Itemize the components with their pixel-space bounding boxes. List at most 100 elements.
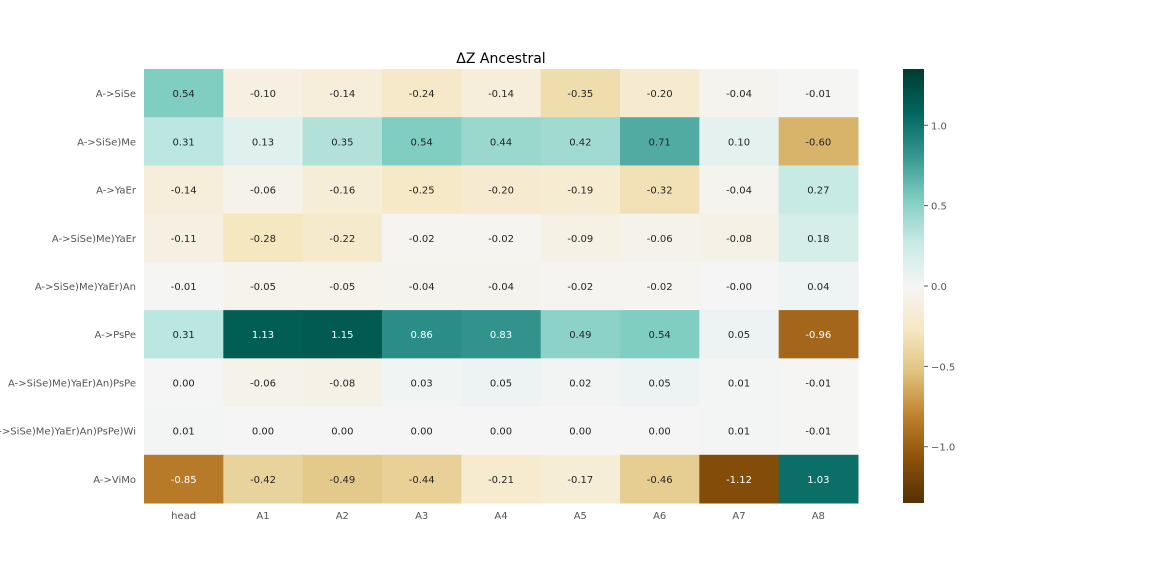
heatmap-cell: [540, 454, 621, 504]
cell-value-label: 0.86: [411, 330, 433, 341]
heatmap-cell: [699, 69, 780, 118]
cell-value-label: 0.05: [728, 330, 750, 341]
heatmap-cell: [144, 310, 224, 359]
heatmap-cell: [540, 213, 621, 263]
cell-value-label: 0.05: [490, 378, 512, 389]
colorbar-tick-label: −0.5: [931, 362, 955, 373]
heatmap-cell: [461, 358, 542, 408]
cell-value-label: 0.54: [411, 137, 433, 148]
heatmap-cell: [540, 406, 621, 456]
cell-value-label: 0.00: [173, 378, 195, 389]
cell-value-label: 0.04: [807, 282, 829, 293]
row-label: A->ViMo: [93, 475, 136, 486]
column-label: A4: [494, 511, 507, 522]
cell-value-label: 1.03: [807, 475, 829, 486]
heatmap-cell: [302, 358, 383, 408]
heatmap-cell: [302, 69, 383, 118]
cell-value-label: -0.11: [171, 234, 197, 245]
cell-value-label: 0.54: [173, 89, 195, 100]
cell-value-label: -0.02: [567, 282, 593, 293]
heatmap-cell: [461, 310, 542, 359]
cell-value-label: 0.00: [411, 427, 433, 438]
heatmap-cells: 0.54 -0.10 -0.14 -0.24 -0.14 -0.35 -0.20 -0.04 -…: [144, 69, 859, 504]
heatmap-cell: [144, 454, 224, 504]
cell-value-label: 0.42: [569, 137, 591, 148]
cell-value-label: -0.10: [250, 89, 276, 100]
heatmap-cell: [778, 117, 859, 166]
cell-value-label: -0.14: [488, 89, 514, 100]
cell-value-label: -0.08: [726, 234, 752, 245]
heatmap-cell: [620, 310, 700, 359]
heatmap-cell: [302, 310, 383, 359]
heatmap-cell: [461, 261, 542, 311]
heatmap-cell: [461, 454, 542, 504]
heatmap-cell: [144, 165, 224, 215]
heatmap-cell: [223, 213, 304, 263]
cell-value-label: 0.10: [728, 137, 750, 148]
heatmap-cell: [302, 165, 383, 215]
cell-value-label: -0.08: [329, 378, 355, 389]
colorbar-tick-label: 0.0: [931, 282, 947, 293]
cell-value-label: -0.35: [567, 89, 593, 100]
cell-value-label: 0.01: [728, 378, 750, 389]
heatmap-cell: [461, 213, 542, 263]
heatmap-cell: [699, 406, 780, 456]
heatmap-cell: [699, 213, 780, 263]
colorbar-ticks: 1.0 0.5 0.0 −0.5 −1.0: [924, 121, 955, 454]
cell-value-label: -0.85: [171, 475, 197, 486]
cell-value-label: 0.35: [331, 137, 353, 148]
heatmap-cell: [540, 69, 621, 118]
cell-value-label: -0.49: [329, 475, 355, 486]
column-label: A1: [256, 511, 269, 522]
heatmap-cell: [699, 117, 780, 166]
cell-value-label: 0.18: [807, 234, 829, 245]
heatmap-cell: [461, 165, 542, 215]
heatmap-cell: [302, 406, 383, 456]
cell-value-label: -0.04: [409, 282, 435, 293]
cell-value-label: -1.12: [726, 475, 752, 486]
colorbar-tick-label: −1.0: [931, 443, 955, 454]
cell-value-label: 0.54: [649, 330, 671, 341]
cell-value-label: -0.42: [250, 475, 276, 486]
heatmap-cell: [223, 261, 304, 311]
heatmap-cell: [223, 358, 304, 408]
heatmap-cell: [699, 261, 780, 311]
cell-value-label: -0.17: [567, 475, 593, 486]
heatmap-cell: [302, 454, 383, 504]
heatmap-cell: [302, 213, 383, 263]
heatmap-cell: [382, 310, 462, 359]
heatmap-cell: [778, 261, 859, 311]
cell-value-label: -0.01: [171, 282, 197, 293]
heatmap-cell: [778, 69, 859, 118]
cell-value-label: -0.05: [250, 282, 276, 293]
row-label: A->SiSe)Me)YaEr)An: [35, 282, 136, 293]
cell-value-label: 0.83: [490, 330, 512, 341]
cell-value-label: 0.71: [649, 137, 671, 148]
cell-value-label: -0.22: [329, 234, 355, 245]
cell-value-label: 0.00: [569, 427, 591, 438]
heatmap-cell: [382, 358, 462, 408]
heatmap-cell: [382, 117, 462, 166]
heatmap-cell: [223, 406, 304, 456]
cell-value-label: -0.02: [409, 234, 435, 245]
cell-value-label: -0.96: [805, 330, 831, 341]
heatmap-cell: [382, 213, 462, 263]
cell-value-label: -0.21: [488, 475, 514, 486]
column-label: A8: [812, 511, 825, 522]
heatmap-cell: [620, 213, 700, 263]
heatmap-cell: [223, 69, 304, 118]
column-label: head: [171, 511, 196, 522]
cell-value-label: -0.06: [647, 234, 673, 245]
heatmap-cell: [223, 310, 304, 359]
heatmap-cell: [620, 406, 700, 456]
heatmap-cell: [223, 165, 304, 215]
cell-value-label: -0.04: [726, 89, 752, 100]
cell-value-label: -0.25: [409, 186, 435, 197]
heatmap-cell: [540, 165, 621, 215]
cell-value-label: -0.32: [647, 186, 673, 197]
heatmap-cell: [778, 454, 859, 504]
cell-value-label: 0.31: [173, 137, 195, 148]
row-label: A->SiSe)Me: [77, 137, 136, 148]
heatmap-cell: [778, 406, 859, 456]
